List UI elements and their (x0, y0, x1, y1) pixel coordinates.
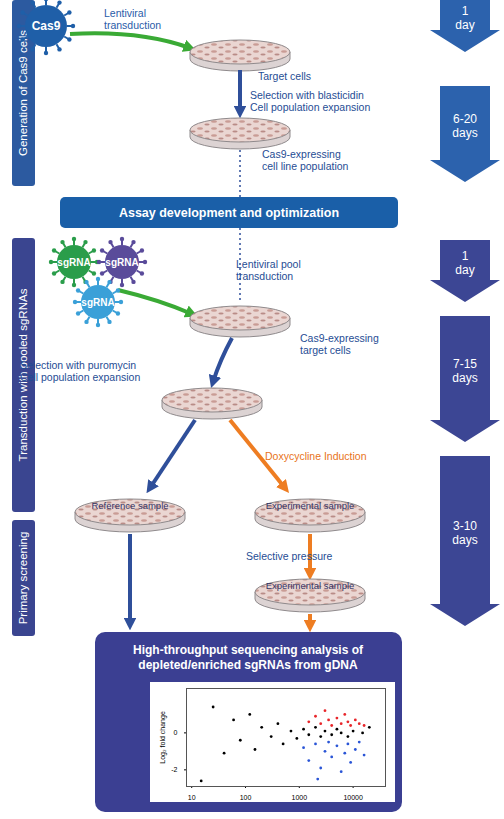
svg-text:1: 1 (462, 4, 469, 18)
svg-text:6-20: 6-20 (453, 112, 477, 126)
svg-text:Assay development and optimiza: Assay development and optimization (119, 206, 339, 220)
svg-text:Reference sample: Reference sample (91, 500, 168, 511)
svg-text:sgRNA: sgRNA (81, 297, 114, 308)
svg-text:Selective pressure: Selective pressure (246, 550, 333, 562)
svg-text:-2: -2 (171, 766, 177, 773)
svg-text:Cell population expansion: Cell population expansion (20, 371, 140, 383)
svg-text:depleted/enriched sgRNAs from: depleted/enriched sgRNAs from gDNA (138, 658, 358, 672)
svg-text:sgRNA: sgRNA (57, 257, 90, 268)
svg-text:High-throughput sequencing ana: High-throughput sequencing analysis of (133, 643, 364, 657)
svg-text:0: 0 (174, 729, 178, 736)
svg-text:transduction: transduction (104, 19, 161, 31)
svg-text:days: days (452, 533, 477, 547)
svg-text:Target cells: Target cells (258, 70, 311, 82)
svg-text:day: day (455, 263, 474, 277)
svg-text:sgRNA: sgRNA (105, 257, 138, 268)
svg-text:10: 10 (188, 794, 196, 801)
svg-text:Cas9: Cas9 (32, 19, 61, 33)
svg-text:1: 1 (462, 249, 469, 263)
svg-text:target cells: target cells (300, 344, 351, 356)
svg-text:Selection with blasticidin: Selection with blasticidin (250, 89, 364, 101)
svg-text:Experimental sample: Experimental sample (266, 500, 355, 511)
svg-text:days: days (452, 126, 477, 140)
svg-text:Experimental sample: Experimental sample (266, 580, 355, 591)
svg-text:Primary screening: Primary screening (17, 532, 29, 625)
svg-text:Lentiviral pool: Lentiviral pool (236, 258, 301, 270)
svg-text:1000: 1000 (292, 794, 308, 801)
svg-text:Cas9-expressing: Cas9-expressing (262, 148, 341, 160)
svg-text:3-10: 3-10 (453, 519, 477, 533)
svg-text:7-15: 7-15 (453, 357, 477, 371)
svg-text:Doxycycline Induction: Doxycycline Induction (265, 450, 367, 462)
svg-text:cell line population: cell line population (262, 160, 349, 172)
svg-text:Transduction with pooled sgRNA: Transduction with pooled sgRNAs (17, 288, 29, 462)
svg-text:days: days (452, 371, 477, 385)
svg-text:Lentiviral: Lentiviral (104, 7, 146, 19)
svg-text:Cas9-expressing: Cas9-expressing (300, 332, 379, 344)
svg-text:100: 100 (240, 794, 252, 801)
svg-text:10000: 10000 (343, 794, 363, 801)
svg-text:Selection with puromycin: Selection with puromycin (20, 359, 136, 371)
svg-text:day: day (455, 18, 474, 32)
svg-text:Log₂ fold change: Log₂ fold change (159, 711, 167, 764)
svg-text:transduction: transduction (236, 270, 293, 282)
svg-text:Generation of Cas9 cells: Generation of Cas9 cells (17, 30, 29, 156)
svg-text:Cell population expansion: Cell population expansion (250, 101, 370, 113)
